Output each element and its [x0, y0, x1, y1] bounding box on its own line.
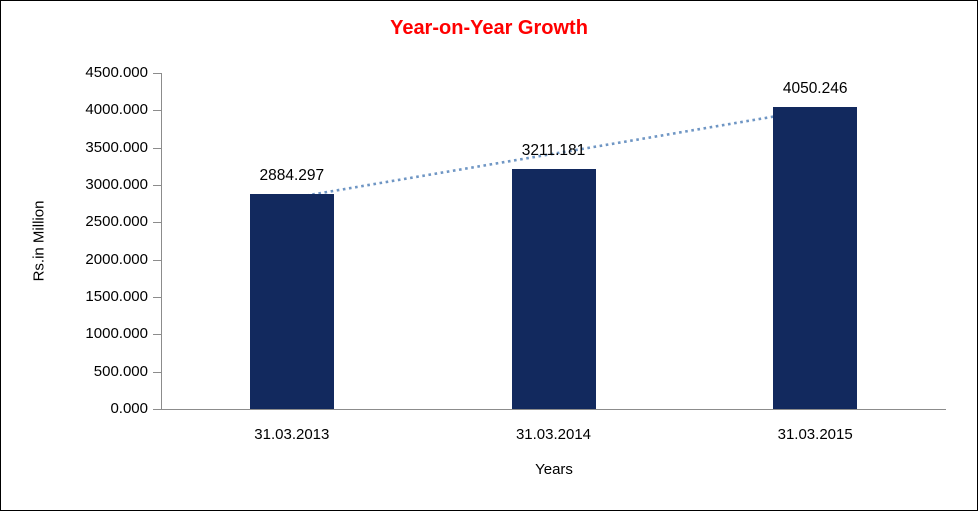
- y-axis-tick-label: 3000.000: [85, 176, 148, 193]
- y-axis-title: Rs.in Million: [30, 200, 48, 282]
- x-axis-tick-label: 31.03.2015: [777, 426, 853, 443]
- x-axis-line: [161, 409, 946, 410]
- bar: [773, 106, 858, 409]
- y-axis-tick-label: 500.000: [93, 362, 148, 380]
- y-axis-tick-label: 1000.000: [85, 325, 148, 343]
- y-axis-tick-mark: [153, 334, 161, 336]
- y-axis-tick-mark: [153, 73, 161, 74]
- y-axis-tick-label: 4500.000: [85, 64, 148, 81]
- bar: [249, 193, 334, 409]
- y-axis-tick-mark: [153, 259, 161, 261]
- bar-value-label: 2884.297: [259, 166, 325, 184]
- y-axis-tick-label: 0.000: [110, 400, 148, 417]
- chart-title: Year-on-Year Growth: [390, 17, 588, 39]
- y-axis-tick-mark: [153, 185, 161, 186]
- y-axis-line: [161, 73, 162, 410]
- y-axis-tick-label: 4000.000: [85, 101, 148, 119]
- y-axis-tick-label: 2000.000: [85, 250, 148, 268]
- y-axis-tick-mark: [153, 409, 161, 410]
- y-axis-tick-label: 1500.000: [85, 288, 148, 305]
- y-axis-tick-mark: [153, 297, 161, 298]
- y-axis-tick-mark: [153, 147, 161, 149]
- x-axis-tick-label: 31.03.2014: [515, 426, 592, 443]
- bar-value-label: 3211.181: [521, 142, 586, 160]
- y-axis-tick-mark: [153, 371, 161, 373]
- x-axis-title: Years: [535, 461, 573, 478]
- x-axis-tick-label: 31.03.2013: [254, 426, 330, 443]
- y-axis-tick-mark: [153, 110, 161, 112]
- y-axis-tick-label: 2500.000: [85, 213, 148, 231]
- bar: [511, 169, 596, 409]
- bar-value-label: 4050.246: [782, 79, 848, 97]
- y-axis-tick-mark: [153, 222, 161, 224]
- y-axis-tick-label: 3500.000: [85, 138, 148, 156]
